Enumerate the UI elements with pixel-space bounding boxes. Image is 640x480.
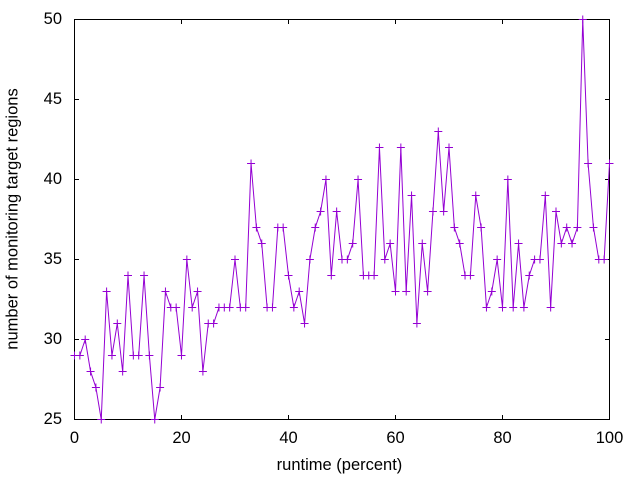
svg-text:60: 60 [386, 429, 404, 447]
svg-text:50: 50 [44, 10, 62, 28]
svg-text:30: 30 [44, 330, 62, 348]
svg-text:runtime (percent): runtime (percent) [277, 456, 403, 474]
svg-text:0: 0 [70, 429, 79, 447]
svg-text:20: 20 [172, 429, 190, 447]
svg-text:100: 100 [596, 429, 624, 447]
svg-text:80: 80 [493, 429, 511, 447]
svg-text:25: 25 [44, 410, 62, 428]
svg-text:35: 35 [44, 250, 62, 268]
svg-text:40: 40 [44, 170, 62, 188]
svg-text:number of monitoring target re: number of monitoring target regions [4, 88, 22, 349]
svg-text:45: 45 [44, 90, 62, 108]
svg-text:40: 40 [279, 429, 297, 447]
